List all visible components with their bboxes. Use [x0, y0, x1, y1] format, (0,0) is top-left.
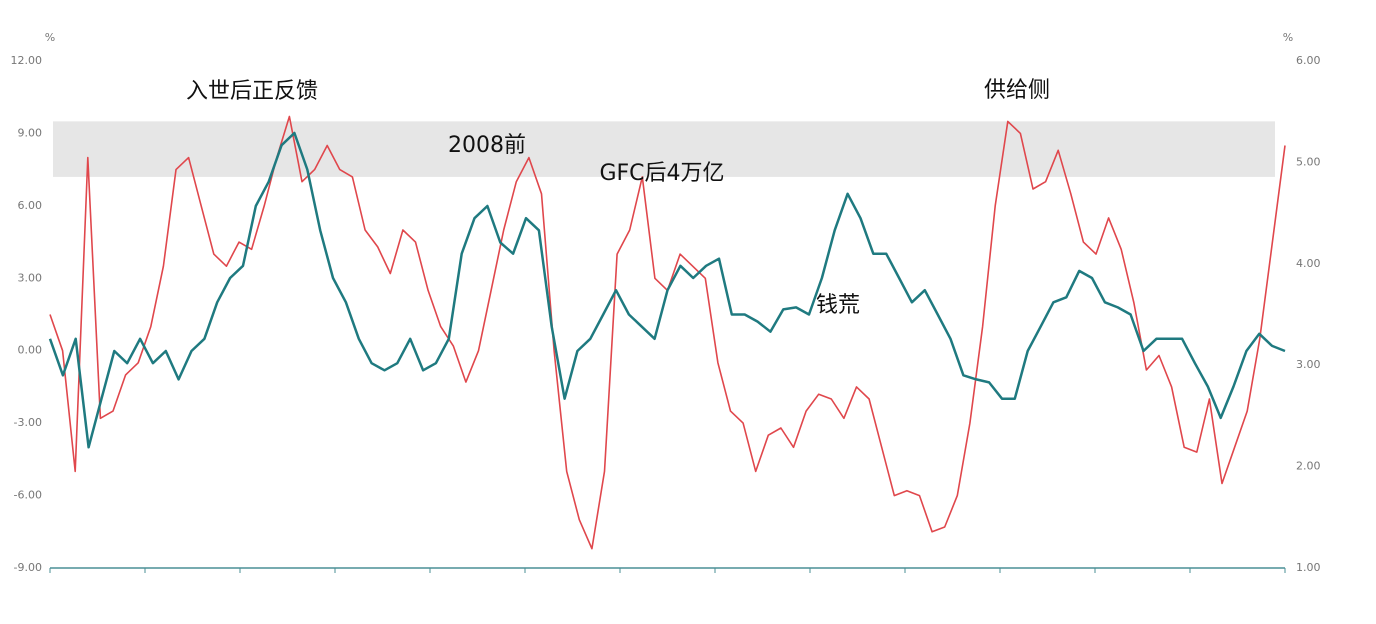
- y-tick-label: 6.00: [18, 199, 43, 212]
- series-line: [48, 131, 1286, 449]
- y2-tick-label: 2.00: [1296, 460, 1321, 473]
- annotation: 2008前: [448, 133, 526, 158]
- annotation: 供给侧: [984, 78, 1050, 103]
- y2-tick-label: 6.00: [1296, 54, 1321, 67]
- y2-tick-label: 4.00: [1296, 257, 1321, 270]
- y-tick-label: 9.00: [18, 126, 43, 139]
- y-unit: %: [45, 31, 55, 44]
- y2-tick-label: 5.00: [1296, 155, 1321, 168]
- y-tick-label: 12.00: [11, 54, 43, 67]
- highlight-band: [53, 121, 1275, 177]
- annotation: 入世后正反馈: [186, 79, 318, 104]
- y-tick-label: 3.00: [18, 271, 43, 284]
- y-tick-label: -9.00: [14, 561, 42, 574]
- annotation: GFC后4万亿: [599, 161, 724, 186]
- y2-tick-label: 3.00: [1296, 358, 1321, 371]
- y-tick-label: -3.00: [14, 416, 42, 429]
- y2-tick-label: 1.00: [1296, 561, 1321, 574]
- y-tick-label: -6.00: [14, 489, 42, 502]
- y2-unit: %: [1283, 31, 1293, 44]
- y-tick-label: 0.00: [18, 344, 43, 357]
- annotation: 钱荒: [816, 293, 860, 318]
